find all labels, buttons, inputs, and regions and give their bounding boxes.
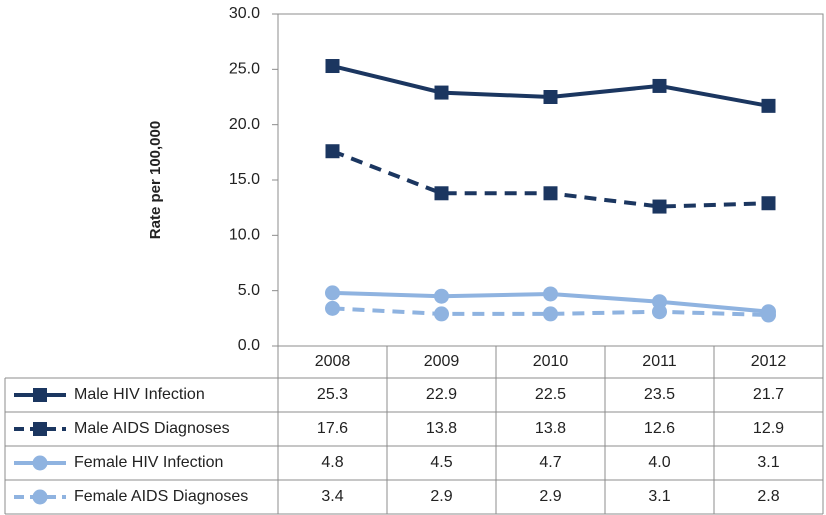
x-tick-label: 2012	[751, 353, 787, 370]
marker	[652, 304, 667, 320]
marker	[325, 300, 340, 316]
table-value: 2.9	[539, 488, 561, 505]
series-line	[332, 306, 769, 318]
legend-marker	[32, 455, 48, 471]
marker	[543, 286, 558, 302]
x-tick-label: 2009	[424, 353, 460, 370]
table-value: 23.5	[644, 386, 675, 403]
table-value: 4.5	[430, 454, 452, 471]
table-value: 4.0	[648, 454, 670, 471]
table-value: 12.6	[644, 420, 675, 437]
table-value: 22.5	[535, 386, 566, 403]
marker	[761, 307, 776, 323]
table-value: 13.8	[535, 420, 566, 437]
marker	[652, 78, 667, 93]
legend-label: Female HIV Infection	[74, 454, 223, 471]
y-tick-label: 5.0	[238, 282, 260, 299]
y-tick-label: 20.0	[229, 116, 260, 133]
legend-label: Female AIDS Diagnoses	[74, 488, 248, 505]
table-value: 2.9	[430, 488, 452, 505]
legend-marker	[33, 388, 47, 402]
table-value: 12.9	[753, 420, 784, 437]
marker	[325, 59, 340, 74]
marker	[434, 85, 449, 100]
marker	[325, 285, 340, 301]
marker	[652, 199, 667, 214]
table-value: 21.7	[753, 386, 784, 403]
marker	[434, 288, 449, 304]
legend-marker	[33, 422, 47, 436]
marker	[434, 186, 449, 201]
y-tick-label: 10.0	[229, 227, 260, 244]
marker	[434, 306, 449, 322]
y-tick-label: 30.0	[229, 5, 260, 22]
marker	[761, 196, 776, 211]
y-tick-label: 25.0	[229, 61, 260, 78]
y-tick-label: 15.0	[229, 171, 260, 188]
marker	[543, 306, 558, 322]
table-value: 4.7	[539, 454, 561, 471]
table-value: 25.3	[317, 386, 348, 403]
x-tick-label: 2008	[315, 353, 351, 370]
x-tick-label: 2010	[533, 353, 569, 370]
table-value: 4.8	[321, 454, 343, 471]
table-value: 3.1	[648, 488, 670, 505]
marker	[543, 186, 558, 201]
x-tick-label: 2011	[642, 353, 677, 370]
table-value: 3.4	[321, 488, 343, 505]
table-value: 13.8	[426, 420, 457, 437]
legend-marker	[32, 489, 48, 505]
marker	[761, 98, 776, 113]
marker	[325, 144, 340, 159]
legend-label: Male HIV Infection	[74, 386, 205, 403]
table-value: 22.9	[426, 386, 457, 403]
legend-label: Male AIDS Diagnoses	[74, 420, 230, 437]
table-value: 17.6	[317, 420, 348, 437]
table-value: 3.1	[757, 454, 779, 471]
marker	[543, 90, 558, 104]
y-tick-label: 0.0	[238, 337, 260, 354]
table-value: 2.8	[757, 488, 779, 505]
y-axis-title: Rate per 100,000	[147, 121, 164, 239]
